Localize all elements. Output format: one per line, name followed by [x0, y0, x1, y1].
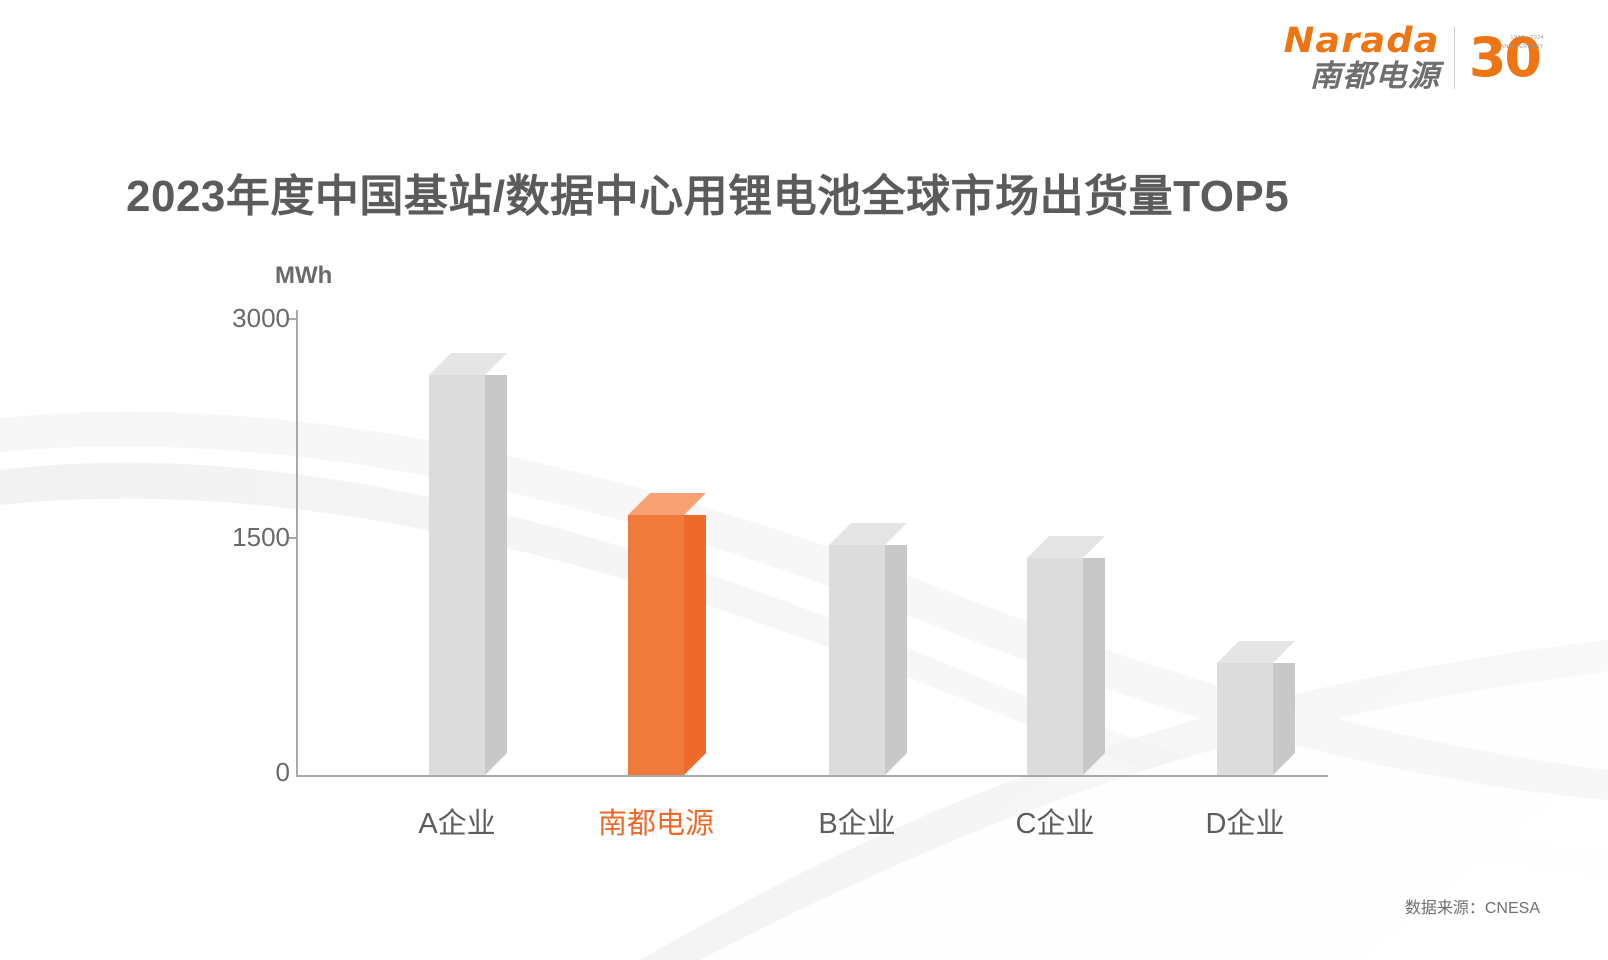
anniversary-number: 30 — [1468, 26, 1542, 90]
anniversary-years: 1994—2024 — [1510, 35, 1544, 42]
bar-top-face — [1027, 536, 1105, 558]
y-tick-label-1500: 1500 — [232, 522, 290, 552]
bar-front-face — [829, 545, 885, 775]
bar-side-face — [684, 515, 706, 775]
bar-2 — [628, 515, 684, 775]
brand-logo: Narada 南都电源 30 1994—2024 ANNIVERSARY — [1284, 24, 1544, 93]
logo-divider — [1453, 27, 1455, 89]
bar-side-face — [1083, 558, 1105, 775]
bar-front-face — [1217, 663, 1273, 775]
bar-front-face — [1027, 558, 1083, 775]
y-axis-ticks: 3000 1500 0 — [180, 0, 290, 960]
bar-top-face — [429, 353, 507, 375]
bar-top-face — [1217, 641, 1295, 663]
y-tick-mark-3000 — [289, 318, 297, 320]
bar-top-face — [829, 523, 907, 545]
bar-4 — [1027, 558, 1083, 775]
x-axis-line — [296, 775, 1328, 777]
bar-side-face — [1273, 663, 1295, 775]
bar-front-face — [429, 375, 485, 775]
bar-front-face — [628, 515, 684, 775]
source-note: 数据来源：CNESA — [1404, 900, 1540, 917]
x-axis-label-3: B企业 — [818, 808, 896, 840]
bar-3 — [829, 545, 885, 775]
bar-side-face — [485, 375, 507, 775]
bar-5 — [1217, 663, 1273, 775]
logo-wordmark: Narada 南都电源 — [1284, 24, 1440, 93]
logo-chinese-text: 南都电源 — [1309, 60, 1440, 93]
x-axis-label-2: 南都电源 — [597, 808, 714, 840]
anniversary-mark: 30 1994—2024 ANNIVERSARY — [1468, 26, 1544, 90]
y-tick-label-3000: 3000 — [232, 303, 290, 333]
x-axis-label-4: C企业 — [1015, 808, 1095, 840]
anniversary-caption: 1994—2024 ANNIVERSARY — [1500, 34, 1544, 51]
y-axis-line — [296, 310, 298, 776]
bar-side-face — [885, 545, 907, 775]
bar-top-face — [628, 493, 706, 515]
x-axis-label-1: A企业 — [418, 808, 496, 840]
y-axis-unit-label: MWh — [275, 262, 333, 289]
logo-latin-text: Narada — [1283, 21, 1440, 61]
bar-1 — [429, 375, 485, 775]
y-tick-mark-1500 — [289, 537, 297, 539]
page-title: 2023年度中国基站/数据中心用锂电池全球市场出货量TOP5 — [126, 172, 1290, 221]
anniversary-word: ANNIVERSARY — [1500, 43, 1544, 50]
y-tick-label-0: 0 — [275, 757, 290, 787]
x-axis-label-5: D企业 — [1205, 808, 1285, 840]
